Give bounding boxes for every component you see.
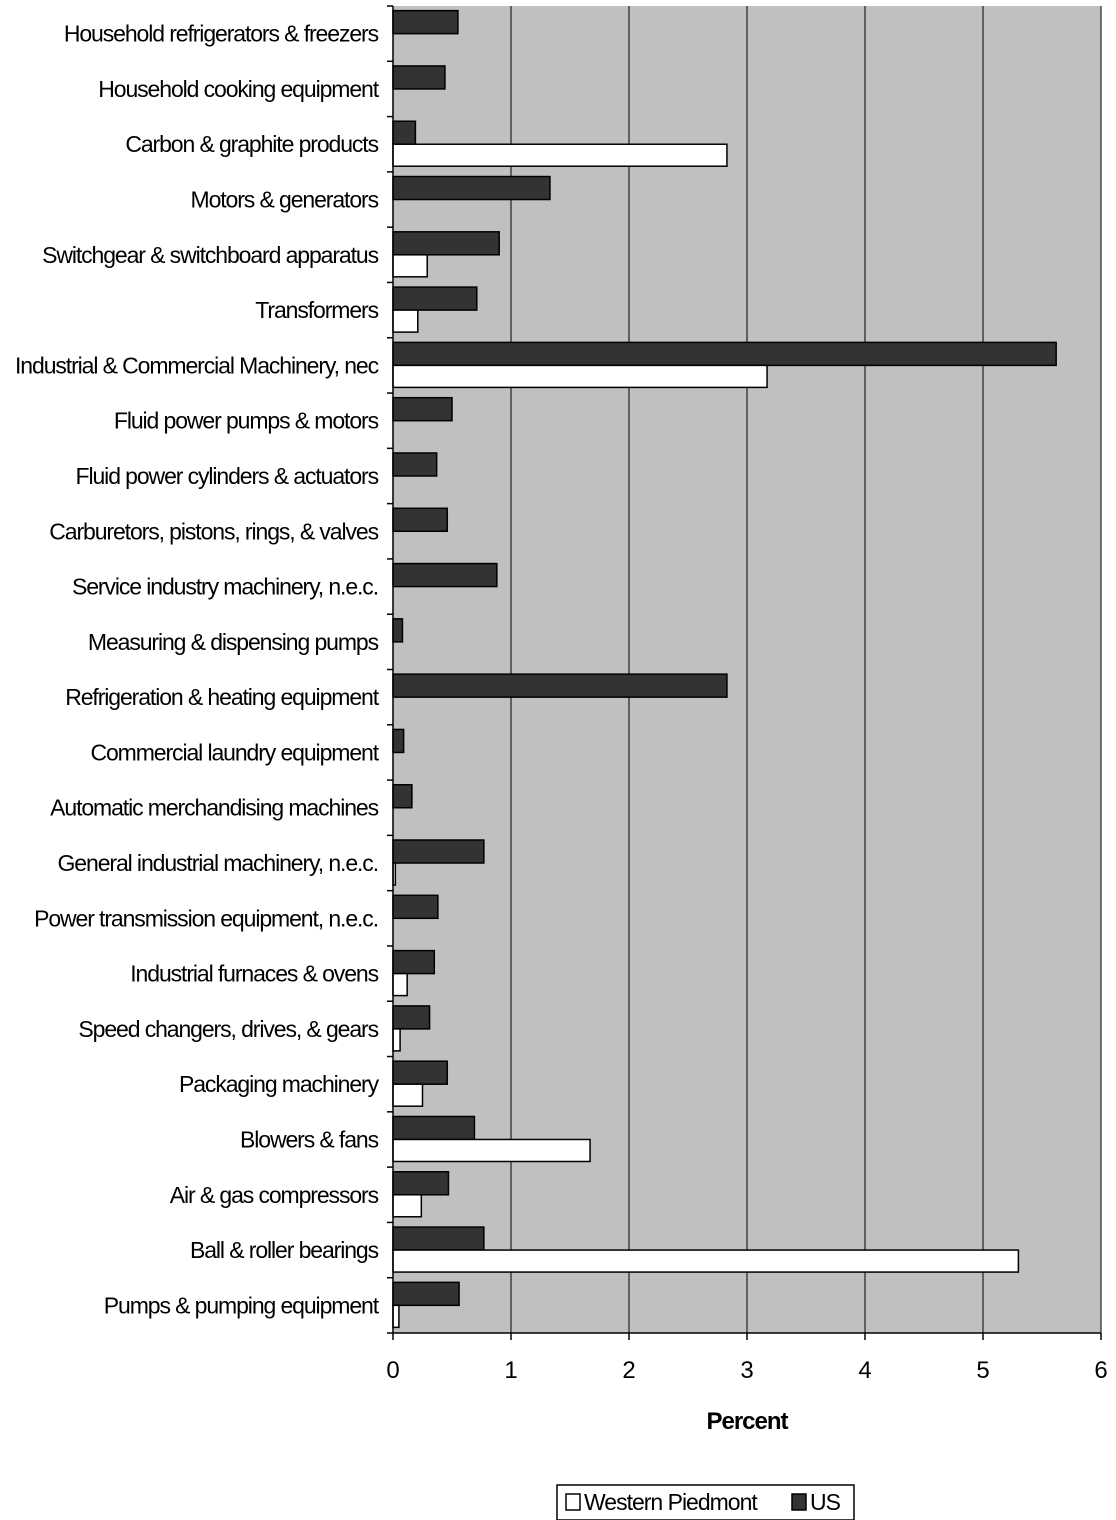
bar-western-piedmont-packaging-machinery xyxy=(392,1083,424,1107)
category-label: Transformers xyxy=(255,297,378,323)
bar-western-piedmont-industrial-furnaces-ovens xyxy=(392,972,408,997)
legend-swatch-western-piedmont xyxy=(565,1493,581,1511)
bar-us-fluid-power-pumps-motors xyxy=(392,396,453,422)
bar-us-blowers-fans xyxy=(392,1115,476,1141)
bar-us-general-industrial-machinery-n-e-c xyxy=(392,839,485,864)
legend-label-us: US xyxy=(810,1489,841,1515)
legend-label-western-piedmont: Western Piedmont xyxy=(584,1489,758,1515)
bar-us-packaging-machinery xyxy=(392,1060,449,1085)
bar-western-piedmont-pumps-pumping-equipment xyxy=(392,1304,400,1329)
legend-swatch-us xyxy=(791,1493,807,1511)
x-tick-label: 6 xyxy=(1094,1357,1107,1384)
bar-us-ball-roller-bearings xyxy=(392,1226,485,1251)
x-tick-label: 2 xyxy=(622,1357,635,1384)
category-label: Ball & roller bearings xyxy=(190,1237,379,1263)
category-label: Fluid power cylinders & actuators xyxy=(76,463,379,489)
bar-us-power-transmission-equipment-n-e-c xyxy=(392,894,439,920)
bar-us-fluid-power-cylinders-actuators xyxy=(392,452,438,477)
category-label: Service industry machinery, n.e.c. xyxy=(72,574,378,600)
category-labels: Household refrigerators & freezers Househ… xyxy=(15,21,381,1319)
x-axis-title: Percent xyxy=(706,1408,788,1435)
bar-us-commercial-laundry-equipment xyxy=(392,728,405,754)
category-label: Household refrigerators & freezers xyxy=(64,21,379,47)
bar-western-piedmont-industrial-commercial-machinery-nec xyxy=(392,364,768,389)
bar-western-piedmont-air-gas-compressors xyxy=(392,1194,423,1218)
category-label: Packaging machinery xyxy=(179,1071,380,1097)
category-label: Speed changers, drives, & gears xyxy=(78,1016,378,1042)
bar-us-refrigeration-heating-equipment xyxy=(392,673,728,698)
legend: Western Piedmont US xyxy=(556,1484,855,1520)
category-label: Air & gas compressors xyxy=(170,1182,379,1208)
x-tick-label: 4 xyxy=(858,1357,871,1384)
category-label: Carburetors, pistons, rings, & valves xyxy=(49,518,378,544)
bar-us-speed-changers-drives-gears xyxy=(392,1005,431,1030)
bar-western-piedmont-switchgear-switchboard-apparatus xyxy=(392,254,428,278)
category-label: Household cooking equipment xyxy=(98,76,379,102)
bar-us-service-industry-machinery-n-e-c xyxy=(392,562,498,588)
bar-western-piedmont-ball-roller-bearings xyxy=(392,1249,1020,1273)
x-tick-label: 5 xyxy=(976,1357,989,1384)
category-label: Commercial laundry equipment xyxy=(90,739,379,765)
category-label: Blowers & fans xyxy=(240,1126,379,1152)
bar-us-carbon-graphite-products xyxy=(392,120,417,145)
bar-us-industrial-commercial-machinery-nec xyxy=(392,341,1057,367)
bar-us-air-gas-compressors xyxy=(392,1171,450,1196)
axes xyxy=(387,5,1102,1340)
category-label: Refrigeration & heating equipment xyxy=(65,684,379,710)
x-tick-label: 3 xyxy=(740,1357,753,1384)
bar-western-piedmont-transformers xyxy=(392,309,419,333)
bar-us-industrial-furnaces-ovens xyxy=(392,949,436,975)
bar-us-pumps-pumping-equipment xyxy=(392,1281,460,1307)
bar-us-household-refrigerators-freezers xyxy=(392,9,459,35)
category-label: Automatic merchandising machines xyxy=(50,795,378,821)
x-tick-label: 1 xyxy=(504,1357,517,1384)
category-label: Motors & generators xyxy=(191,187,379,213)
bar-western-piedmont-blowers-fans xyxy=(392,1138,591,1163)
bar-us-switchgear-switchboard-apparatus xyxy=(392,231,500,256)
bar-us-carburetors-pistons-rings-valves xyxy=(392,507,449,533)
category-label: Industrial & Commercial Machinery, nec xyxy=(15,352,379,378)
bar-western-piedmont-carbon-graphite-products xyxy=(392,143,728,167)
category-label: Carbon & graphite products xyxy=(125,131,378,157)
x-tick-labels: 0 1 2 3 4 5 6 xyxy=(386,1357,1107,1384)
category-label: Industrial furnaces & ovens xyxy=(130,961,378,987)
bar-us-automatic-merchandising-machines xyxy=(392,783,413,809)
bar-western-piedmont-speed-changers-drives-gears xyxy=(392,1028,401,1052)
x-tick-label: 0 xyxy=(386,1357,399,1384)
category-label: General industrial machinery, n.e.c. xyxy=(58,850,378,876)
bar-us-motors-generators xyxy=(392,175,551,201)
bar-us-measuring-dispensing-pumps xyxy=(392,618,404,643)
gridlines xyxy=(510,6,1102,1333)
bar-us-transformers xyxy=(392,286,478,311)
bar-us-household-cooking-equipment xyxy=(392,65,446,90)
category-label: Measuring & dispensing pumps xyxy=(88,629,379,655)
category-label: Switchgear & switchboard apparatus xyxy=(42,242,379,268)
category-label: Power transmission equipment, n.e.c. xyxy=(34,905,378,931)
category-label: Pumps & pumping equipment xyxy=(104,1292,380,1318)
category-label: Fluid power pumps & motors xyxy=(114,408,379,434)
